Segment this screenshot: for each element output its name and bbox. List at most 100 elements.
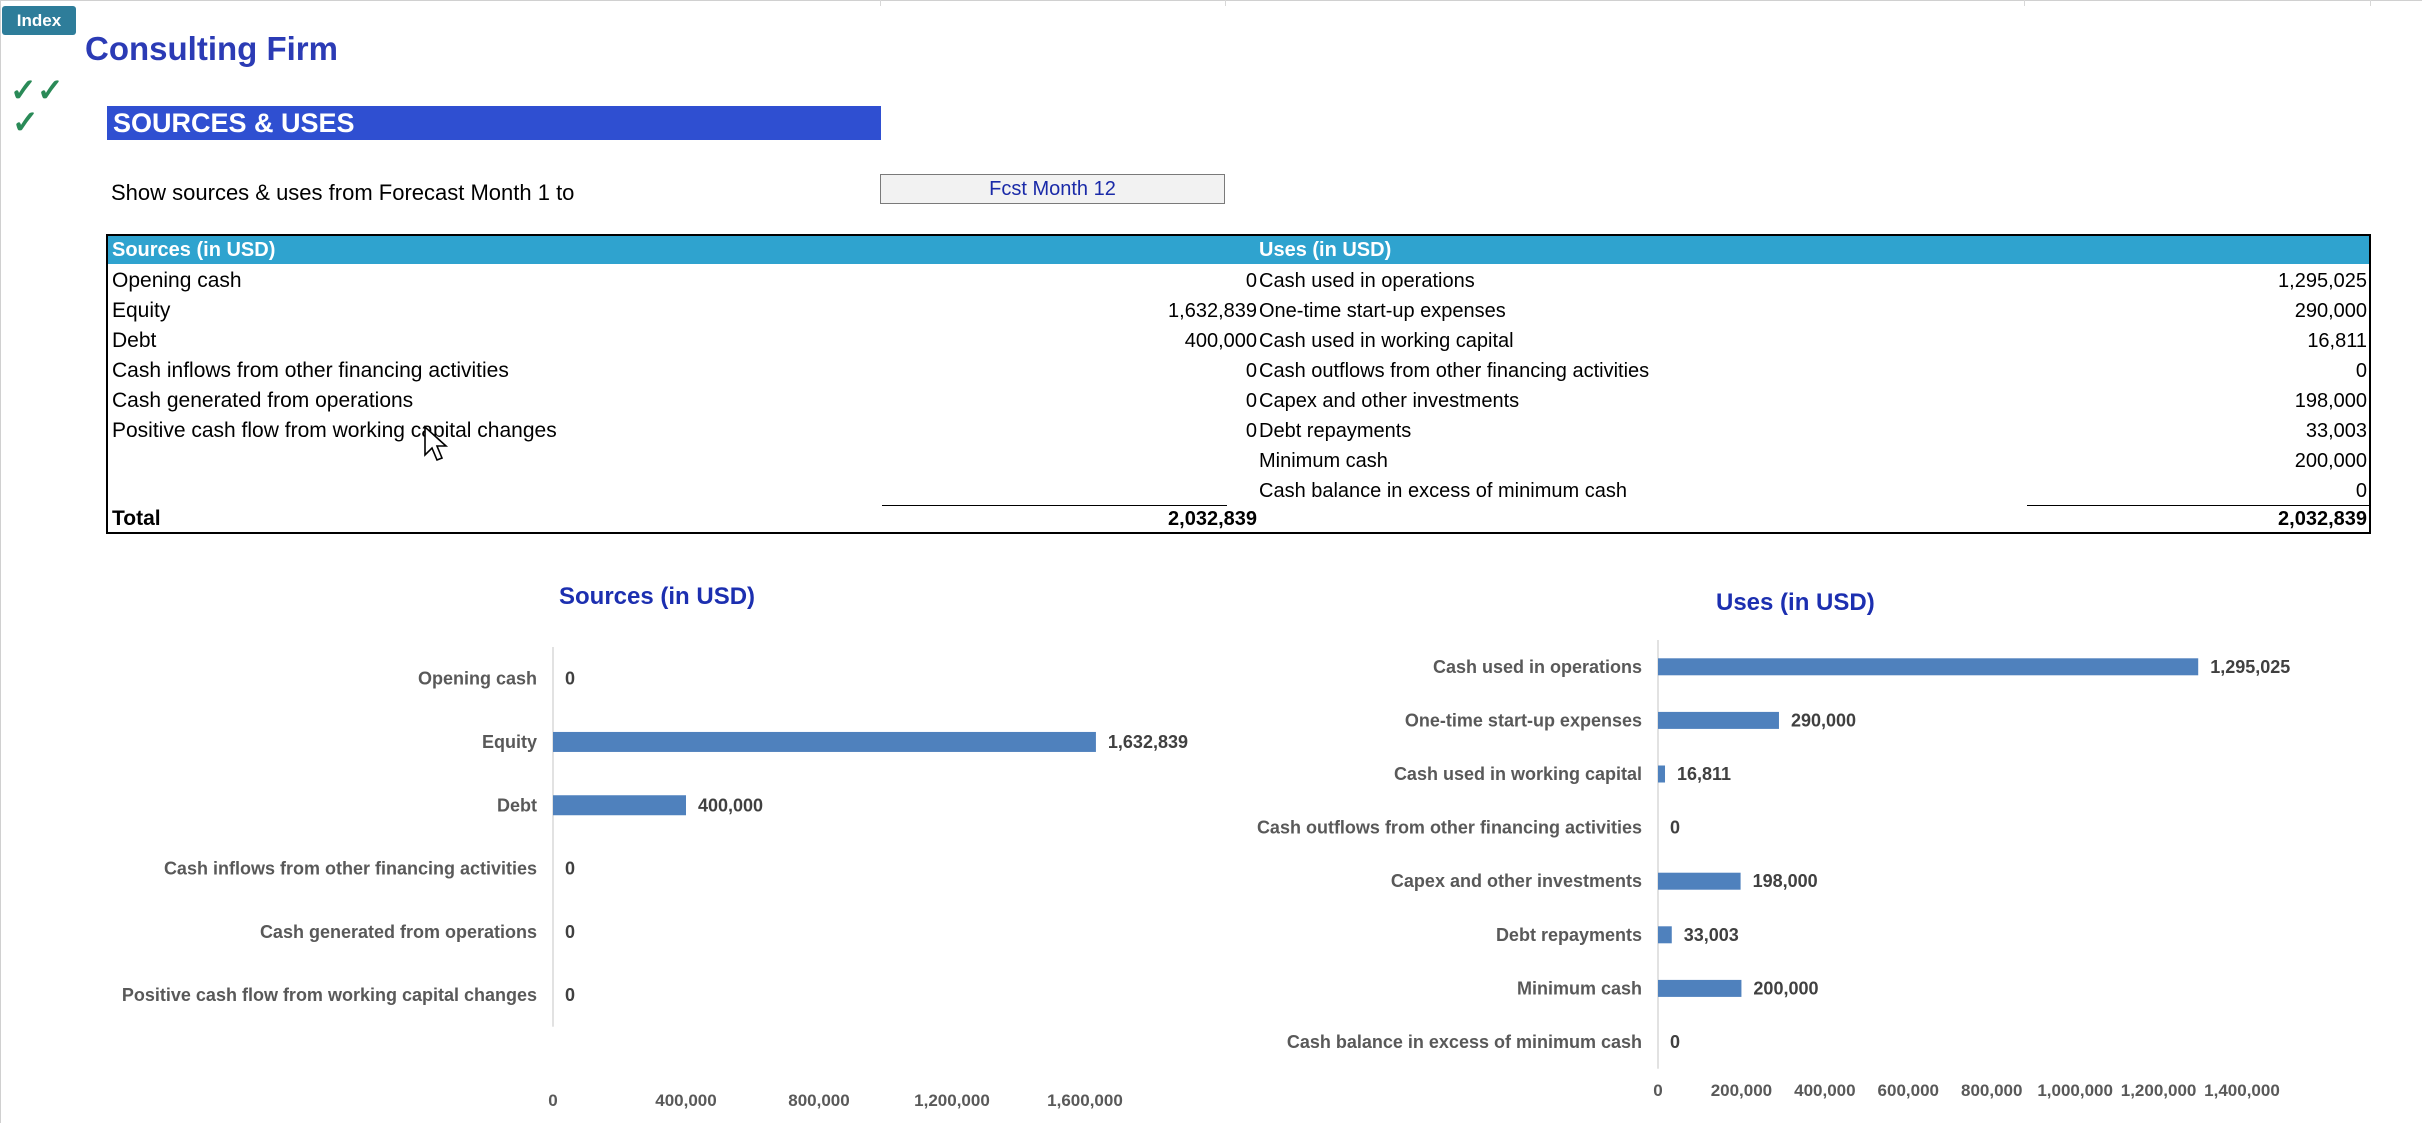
- source-label: Debt: [112, 329, 157, 352]
- data-label: 0: [1670, 1032, 1680, 1052]
- use-label: Debt repayments: [1259, 420, 1412, 442]
- bar: [1658, 926, 1672, 944]
- sources-total-rule: [882, 505, 1227, 506]
- data-label: 0: [565, 859, 575, 879]
- tick-label: 0: [548, 1091, 557, 1110]
- sheet-left-border: [0, 0, 1, 1123]
- use-value: 290,000: [2294, 300, 2367, 322]
- sources-total: 2,032,839: [1168, 508, 1257, 530]
- total-label: Total: [112, 507, 161, 530]
- data-label: 0: [565, 985, 575, 1005]
- bar: [1658, 765, 1666, 783]
- tick-label: 800,000: [1961, 1081, 2022, 1100]
- bar: [553, 731, 1096, 752]
- data-label: 0: [1670, 818, 1680, 838]
- use-label: Cash outflows from other financing activ…: [1259, 360, 1650, 382]
- index-button[interactable]: Index: [2, 6, 76, 35]
- sheet-top-border: [0, 0, 2422, 1]
- data-label: 0: [565, 669, 575, 689]
- use-value: 33,003: [2305, 420, 2367, 442]
- category-label: Positive cash flow from working capital …: [122, 985, 537, 1005]
- sheet-gridline: [1225, 0, 1226, 6]
- source-value: 0: [1245, 270, 1257, 292]
- source-value: 0: [1245, 420, 1257, 442]
- sources-uses-table: Sources (in USD) Uses (in USD) Opening c…: [106, 234, 2371, 534]
- source-label: Positive cash flow from working capital …: [112, 419, 557, 442]
- tick-label: 800,000: [788, 1091, 849, 1110]
- company-title: Consulting Firm: [85, 30, 338, 67]
- use-value: 200,000: [2294, 450, 2367, 472]
- use-value: 198,000: [2294, 390, 2367, 412]
- category-label: Cash generated from operations: [260, 922, 537, 942]
- uses-chart-title: Uses (in USD): [1716, 589, 1875, 616]
- sheet-gridline: [880, 0, 881, 6]
- tick-label: 0: [1653, 1081, 1662, 1100]
- data-label: 200,000: [1753, 978, 1818, 998]
- source-value: 400,000: [1184, 330, 1257, 352]
- forecast-month-select[interactable]: Fcst Month 12: [880, 174, 1225, 204]
- use-label: Cash balance in excess of minimum cash: [1259, 480, 1627, 502]
- bar: [1658, 872, 1741, 890]
- section-title: SOURCES & USES: [107, 106, 881, 140]
- source-label: Cash generated from operations: [112, 389, 414, 412]
- table-header: Sources (in USD) Uses (in USD): [108, 236, 2369, 264]
- use-label: One-time start-up expenses: [1259, 300, 1506, 322]
- data-label: 198,000: [1753, 871, 1818, 891]
- double-checkmark-icon: ✓✓: [10, 72, 64, 108]
- checkmark-icon: ✓: [12, 104, 39, 140]
- source-label: Cash inflows from other financing activi…: [112, 359, 509, 382]
- use-label: Cash used in working capital: [1259, 330, 1514, 352]
- use-label: Minimum cash: [1259, 450, 1388, 472]
- sources-bar-chart: Opening cash 0 Equity 1,632,839 Debt 400,000 C…: [122, 647, 1188, 1110]
- data-label: 1,632,839: [1108, 732, 1188, 752]
- category-label: Cash inflows from other financing activi…: [164, 859, 537, 879]
- data-label: 400,000: [698, 795, 763, 815]
- use-label: Capex and other investments: [1259, 390, 1520, 412]
- tick-label: 1,600,000: [1047, 1091, 1123, 1110]
- category-label: Cash balance in excess of minimum cash: [1287, 1032, 1642, 1052]
- category-label: Debt repayments: [1496, 925, 1642, 945]
- category-label: Equity: [482, 732, 537, 752]
- tick-label: 400,000: [655, 1091, 716, 1110]
- tick-label: 1,400,000: [2204, 1081, 2280, 1100]
- use-label: Cash used in operations: [1259, 270, 1475, 292]
- category-label: Capex and other investments: [1391, 871, 1642, 891]
- sheet-gridline: [2370, 0, 2371, 6]
- use-value: 0: [2355, 480, 2367, 502]
- uses-total-rule: [2027, 505, 2371, 506]
- tick-label: 1,200,000: [914, 1091, 990, 1110]
- category-label: One-time start-up expenses: [1405, 710, 1642, 730]
- tick-label: 200,000: [1711, 1081, 1772, 1100]
- bar: [1658, 979, 1742, 997]
- data-label: 16,811: [1677, 764, 1731, 784]
- tick-label: 400,000: [1794, 1081, 1855, 1100]
- uses-total: 2,032,839: [2278, 508, 2367, 530]
- tick-label: 600,000: [1878, 1081, 1939, 1100]
- source-value: 0: [1245, 360, 1257, 382]
- use-value: 1,295,025: [2278, 270, 2367, 292]
- uses-header: Uses (in USD): [1259, 239, 1392, 261]
- mouse-cursor-icon: [424, 425, 449, 462]
- data-label: 1,295,025: [2210, 657, 2290, 677]
- source-value: 0: [1245, 390, 1257, 412]
- bar: [1658, 658, 2199, 676]
- use-value: 16,811: [2307, 330, 2367, 352]
- sheet-gridline: [2024, 0, 2025, 6]
- tick-label: 1,000,000: [2037, 1081, 2113, 1100]
- category-label: Cash used in operations: [1433, 657, 1642, 677]
- category-label: Opening cash: [418, 669, 537, 689]
- source-label: Opening cash: [112, 269, 242, 292]
- tick-label: 1,200,000: [2121, 1081, 2197, 1100]
- category-label: Minimum cash: [1517, 978, 1642, 998]
- sources-header: Sources (in USD): [112, 239, 276, 261]
- data-label: 290,000: [1791, 710, 1856, 730]
- data-label: 33,003: [1684, 925, 1739, 945]
- data-label: 0: [565, 922, 575, 942]
- source-label: Equity: [112, 299, 171, 322]
- source-value: 1,632,839: [1168, 300, 1257, 322]
- uses-bar-chart: Cash used in operations 1,295,025 One-time…: [1257, 640, 2290, 1100]
- category-label: Cash used in working capital: [1394, 764, 1642, 784]
- range-label: Show sources & uses from Forecast Month …: [111, 180, 575, 205]
- category-label: Cash outflows from other financing activ…: [1257, 818, 1642, 838]
- bar: [1658, 711, 1779, 729]
